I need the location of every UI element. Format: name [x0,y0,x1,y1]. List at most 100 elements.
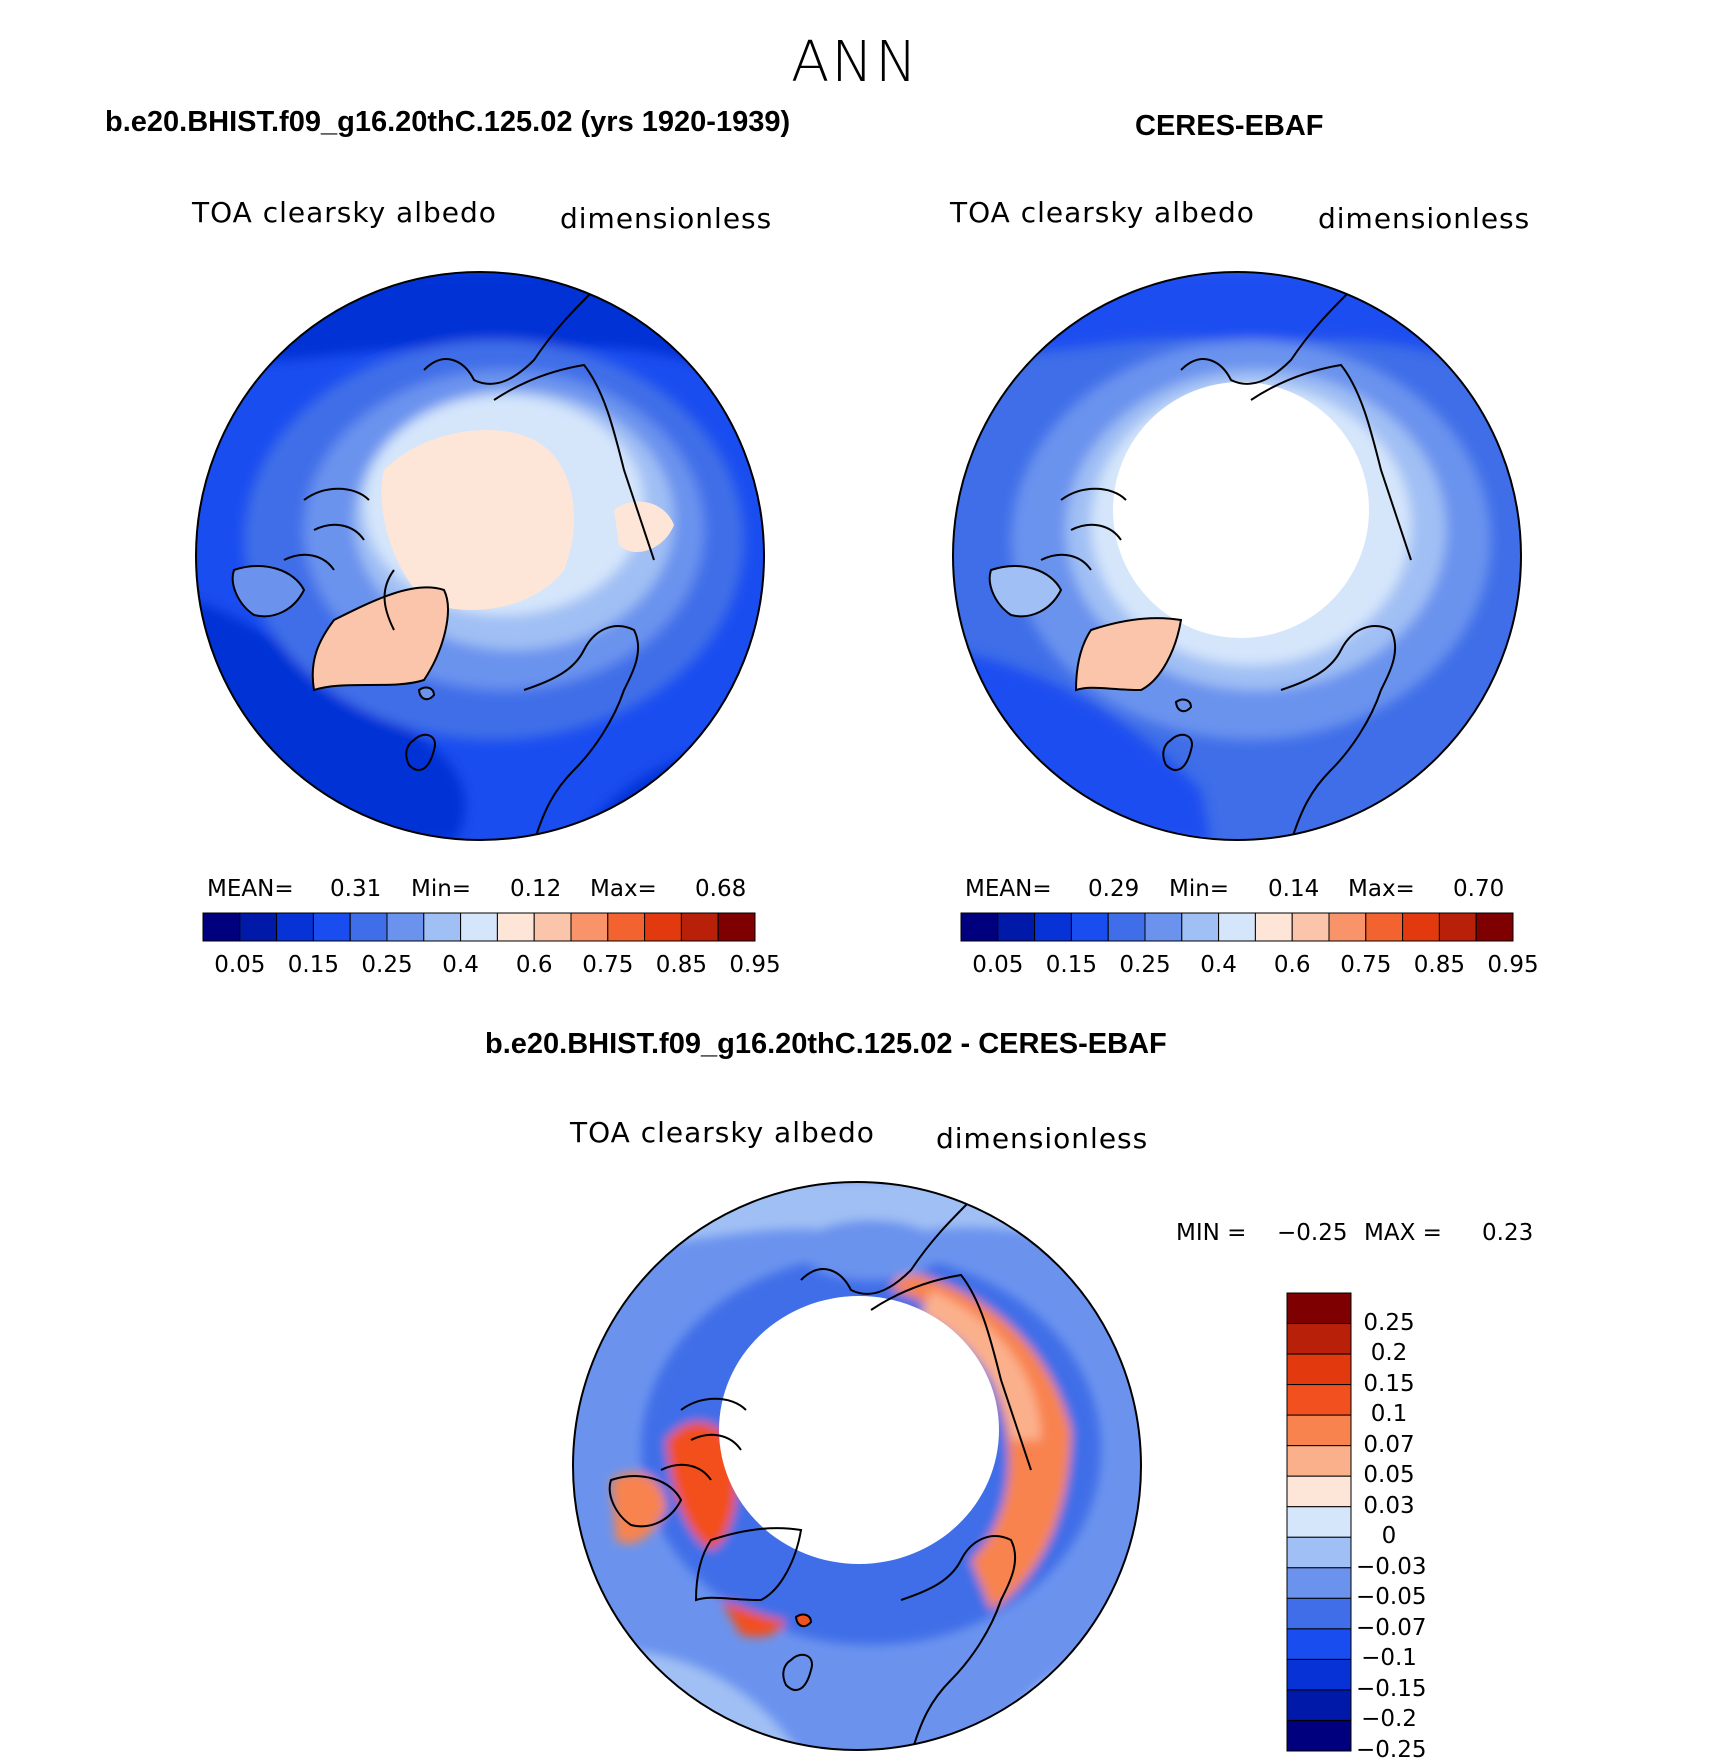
diff-colorbar-tick-label: 0.05 [1363,1462,1415,1489]
diff-colorbar-tick-label: 0.03 [1363,1492,1415,1519]
model-panel-title: b.e20.BHIST.f09_g16.20thC.125.02 (yrs 19… [105,106,791,138]
obs-colorbar-tick-label: 0.95 [1487,952,1539,978]
diff-min-value: −0.25 [1277,1220,1348,1246]
obs-min-label: Min= [1169,876,1230,902]
obs-units-label: dimensionless [1318,202,1531,235]
model-polar-map [195,271,765,841]
model-max-label: Max= [590,876,657,902]
figure-title: ANN [790,30,920,95]
diff-min-label: MIN = [1176,1220,1247,1246]
diff-max-value: 0.23 [1482,1220,1534,1246]
diff-max-label: MAX = [1364,1220,1442,1246]
model-colorbar [202,912,756,942]
obs-colorbar-swatch [1181,912,1220,942]
diff-colorbar-tick-label: 0.07 [1363,1431,1415,1458]
diff-units-label: dimensionless [936,1122,1149,1155]
model-max-value: 0.68 [695,876,747,902]
diff-colorbar-swatch [1286,1414,1352,1447]
model-colorbar-tick-label: 0.6 [515,952,553,978]
model-colorbar-tick-label: 0.4 [442,952,479,978]
model-min-value: 0.12 [510,876,562,902]
diff-colorbar-tick-label: 0.1 [1370,1401,1408,1428]
obs-colorbar-swatch [1291,912,1330,942]
model-colorbar-swatch [276,912,314,942]
diff-colorbar-swatch [1286,1506,1352,1538]
model-colorbar-tick-label: 0.85 [655,952,707,978]
diff-colorbar-tick-label: 0 [1381,1523,1397,1550]
obs-colorbar-tick-label: 0.4 [1200,952,1237,978]
obs-colorbar-tick-label: 0.75 [1340,952,1392,978]
diff-colorbar-ticks: 0.25 0.2 0.15 0.1 0.07 0.05 0.03 0 −0.03 −0.05 −0.… [1356,1292,1476,1763]
model-colorbar-swatch [312,912,351,942]
model-mean-value: 0.31 [330,876,382,902]
diff-colorbar-tick-label: 0.25 [1363,1309,1415,1336]
obs-colorbar-tick-label: 0.85 [1413,952,1465,978]
model-mean-label: MEAN= [207,876,294,902]
diff-colorbar-swatch [1286,1597,1352,1630]
obs-max-value: 0.70 [1453,876,1505,902]
model-colorbar-swatch [202,912,241,942]
diff-colorbar-tick-label: −0.15 [1356,1675,1427,1702]
diff-colorbar-swatch [1286,1292,1352,1325]
diff-panel-title: b.e20.BHIST.f09_g16.20thC.125.02 - CERES… [485,1028,1167,1060]
model-colorbar-swatch [460,912,498,942]
obs-colorbar-tick-label: 0.25 [1119,952,1171,978]
model-colorbar-swatch [239,912,278,942]
model-colorbar-swatch [349,912,388,942]
obs-polar-map [952,271,1522,841]
obs-variable-label: TOA clearsky albedo [950,196,1255,229]
obs-min-value: 0.14 [1268,876,1320,902]
model-colorbar-tick-label: 0.95 [729,952,781,978]
obs-colorbar-swatch [1475,912,1514,942]
obs-colorbar-swatch [1107,912,1146,942]
model-units-label: dimensionless [560,202,773,235]
model-colorbar-swatch [717,912,756,942]
diff-colorbar [1286,1292,1352,1752]
diff-colorbar-swatch [1286,1567,1352,1599]
obs-colorbar-swatch [1070,912,1109,942]
obs-colorbar-swatch [997,912,1036,942]
diff-colorbar-tick-label: −0.05 [1356,1584,1427,1611]
obs-colorbar-swatch [1034,912,1072,942]
diff-colorbar-tick-label: −0.03 [1356,1553,1427,1580]
diff-colorbar-tick-label: −0.1 [1361,1645,1417,1672]
obs-colorbar-tick-label: 0.15 [1045,952,1097,978]
model-colorbar-ticks: 0.05 0.15 0.25 0.4 0.6 0.75 0.85 0.95 [202,952,780,982]
diff-colorbar-swatch [1286,1445,1352,1477]
model-colorbar-swatch [533,912,572,942]
diff-colorbar-swatch [1286,1628,1352,1660]
diff-colorbar-tick-label: −0.2 [1361,1706,1417,1733]
model-colorbar-tick-label: 0.75 [582,952,634,978]
model-colorbar-swatch [680,912,719,942]
model-colorbar-swatch [570,912,609,942]
obs-colorbar-swatch [960,912,999,942]
diff-colorbar-swatch [1286,1689,1352,1721]
model-colorbar-tick-label: 0.15 [287,952,339,978]
obs-colorbar-swatch [1438,912,1477,942]
obs-colorbar-swatch [1218,912,1256,942]
diff-colorbar-swatch [1286,1536,1352,1569]
model-colorbar-swatch [644,912,682,942]
diff-colorbar-swatch [1286,1475,1352,1508]
diff-colorbar-swatch [1286,1719,1352,1752]
model-colorbar-swatch [607,912,646,942]
model-colorbar-swatch [423,912,462,942]
obs-colorbar-swatch [1144,912,1183,942]
model-colorbar-swatch [496,912,535,942]
model-variable-label: TOA clearsky albedo [192,196,497,229]
obs-colorbar-swatch [1254,912,1293,942]
diff-colorbar-swatch [1286,1323,1352,1355]
obs-colorbar-swatch [1402,912,1440,942]
diff-colorbar-tick-label: −0.07 [1356,1614,1427,1641]
diff-colorbar-tick-label: 0.15 [1363,1370,1415,1397]
obs-mean-value: 0.29 [1088,876,1140,902]
obs-colorbar-ticks: 0.05 0.15 0.25 0.4 0.6 0.75 0.85 0.95 [960,952,1538,982]
diff-colorbar-swatch [1286,1658,1352,1691]
obs-colorbar-tick-label: 0.05 [972,952,1024,978]
diff-colorbar-tick-label: 0.2 [1370,1340,1408,1367]
diff-colorbar-swatch [1286,1384,1352,1416]
obs-max-label: Max= [1348,876,1415,902]
diff-variable-label: TOA clearsky albedo [570,1116,875,1149]
model-colorbar-tick-label: 0.05 [214,952,266,978]
diff-colorbar-swatch [1286,1353,1352,1386]
